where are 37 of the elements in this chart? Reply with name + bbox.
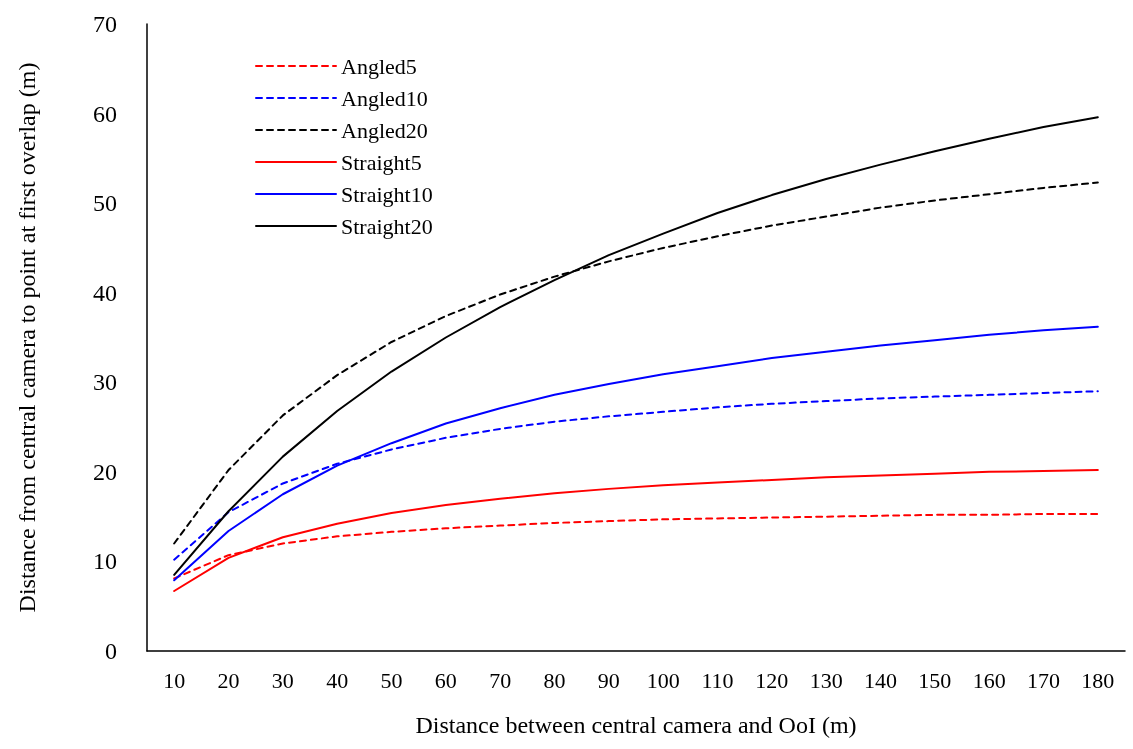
x-tick-label: 90 [597,667,620,693]
x-tick-label: 30 [271,667,294,693]
x-tick-label: 70 [489,667,512,693]
x-tick-label: 40 [326,667,349,693]
legend-label: Straight10 [341,181,433,207]
x-tick-label: 10 [163,667,186,693]
x-tick-label: 130 [809,667,843,693]
x-tick-label: 180 [1081,667,1115,693]
y-tick-label: 50 [93,190,117,217]
legend-label: Angled5 [341,53,417,79]
x-tick-label: 50 [380,667,403,693]
line-series [173,325,1099,582]
x-tick-label: 110 [701,667,734,693]
x-tick-label: 140 [864,667,897,693]
y-tick-label: 70 [93,11,117,37]
x-tick-label: 150 [918,667,952,693]
legend-label: Straight20 [341,213,433,239]
y-tick-label: 30 [93,369,117,396]
x-tick-label: 170 [1027,667,1060,693]
line-series [173,469,1099,592]
x-axis-title: Distance between central camera and OoI (m) [415,712,857,738]
x-tick-label: 160 [972,667,1006,693]
legend-label: Angled10 [341,85,428,111]
y-tick-label: 20 [93,458,117,485]
x-tick-label: 100 [646,667,680,693]
y-tick-label: 10 [93,548,117,575]
legend-label: Angled20 [341,117,428,143]
y-tick-label: 60 [93,100,117,127]
x-tick-label: 80 [543,667,566,693]
y-tick-label: 0 [105,638,117,664]
line-series [173,116,1099,576]
x-tick-label: 60 [434,667,457,693]
y-axis-title: Distance from central camera to point at first overlap (m) [14,62,40,613]
y-tick-label: 40 [93,279,117,306]
x-tick-label: 120 [755,667,789,693]
legend-label: Straight5 [341,149,422,175]
x-tick-label: 20 [217,667,240,693]
